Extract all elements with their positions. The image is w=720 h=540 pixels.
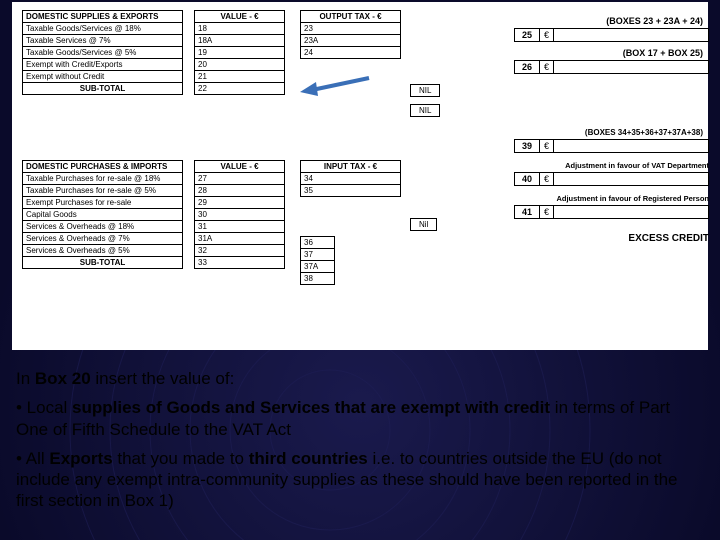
currency: €	[540, 60, 554, 74]
box-num: 19	[195, 47, 285, 59]
supplies-header: DOMESTIC SUPPLIES & EXPORTS	[23, 11, 183, 23]
t: • All	[16, 449, 49, 468]
nil-value: Nil	[410, 218, 437, 231]
box-number: 26	[514, 60, 540, 74]
row-desc: Exempt Purchases for re-sale	[23, 197, 183, 209]
intro-line: In Box 20 insert the value of:	[16, 368, 704, 389]
currency: €	[540, 205, 554, 219]
box40: 40 €	[514, 172, 709, 186]
box-num: 29	[195, 197, 285, 209]
t: • Local	[16, 398, 72, 417]
t: In	[16, 369, 35, 388]
box-number: 40	[514, 172, 540, 186]
row-desc: Exempt with Credit/Exports	[23, 59, 183, 71]
box25-label: (BOXES 23 + 23A + 24)	[514, 16, 709, 26]
value-header: VALUE - €	[195, 11, 285, 23]
box-num: 37	[301, 249, 335, 261]
box-num: 30	[195, 209, 285, 221]
box25: 25 €	[514, 28, 709, 42]
row-desc: Exempt without Credit	[23, 71, 183, 83]
summary-column: (BOXES 23 + 23A + 24) 25 € (BOX 17 + BOX…	[514, 10, 709, 244]
output-header: OUTPUT TAX - €	[301, 11, 401, 23]
bullet-1: • Local supplies of Goods and Services t…	[16, 397, 704, 440]
subtotal-label: SUB-TOTAL	[23, 83, 183, 95]
t-bold: supplies of Goods and Services that are …	[72, 398, 550, 417]
box-num: 37A	[301, 261, 335, 273]
excess-credit-label: EXCESS CREDIT	[514, 233, 709, 244]
box-value	[554, 60, 709, 74]
t: that you made to	[113, 449, 249, 468]
box39-label: (BOXES 34+35+36+37+37A+38)	[514, 128, 709, 137]
nil-value: NIL	[410, 104, 440, 117]
supplies-table: DOMESTIC SUPPLIES & EXPORTS Taxable Good…	[22, 10, 183, 95]
box-num: 20	[195, 59, 285, 71]
subtotal-label: SUB-TOTAL	[23, 257, 183, 269]
box-num: 23A	[301, 35, 401, 47]
box26-label: (BOX 17 + BOX 25)	[514, 48, 709, 58]
adjustment-vat-label: Adjustment in favour of VAT Department	[514, 161, 709, 170]
t-bold: third countries	[249, 449, 368, 468]
currency: €	[540, 139, 554, 153]
box-num: 33	[195, 257, 285, 269]
t-bold: Exports	[49, 449, 112, 468]
box-num: 18A	[195, 35, 285, 47]
box-num: 18	[195, 23, 285, 35]
row-desc: Taxable Services @ 7%	[23, 35, 183, 47]
t-bold: Box 20	[35, 369, 91, 388]
currency: €	[540, 172, 554, 186]
form-panel: DOMESTIC SUPPLIES & EXPORTS Taxable Good…	[12, 2, 708, 350]
row-desc: Services & Overheads @ 5%	[23, 245, 183, 257]
box-num: 28	[195, 185, 285, 197]
input-header: INPUT TAX - €	[301, 161, 401, 173]
box-num: 32	[195, 245, 285, 257]
bullet-2: • All Exports that you made to third cou…	[16, 448, 704, 512]
output-tax-col: OUTPUT TAX - € 23 23A 24	[300, 10, 401, 59]
instruction-text: In Box 20 insert the value of: • Local s…	[16, 360, 704, 512]
purchases-value-col: VALUE - € 27 28 29 30 31 31A 32 33	[194, 160, 285, 269]
nil-value: NIL	[410, 84, 440, 97]
box-num: 27	[195, 173, 285, 185]
box-num: 38	[301, 273, 335, 285]
supplies-value-col: VALUE - € 18 18A 19 20 21 22	[194, 10, 285, 95]
box-num: 22	[195, 83, 285, 95]
purchases-header: DOMESTIC PURCHASES & IMPORTS	[23, 161, 183, 173]
row-desc: Taxable Purchases for re-sale @ 18%	[23, 173, 183, 185]
box-value	[554, 205, 709, 219]
row-desc: Taxable Goods/Services @ 18%	[23, 23, 183, 35]
box-number: 39	[514, 139, 540, 153]
box-number: 25	[514, 28, 540, 42]
row-desc: Taxable Purchases for re-sale @ 5%	[23, 185, 183, 197]
box-num: 31	[195, 221, 285, 233]
box-num: 35	[301, 185, 401, 197]
purchases-table: DOMESTIC PURCHASES & IMPORTS Taxable Pur…	[22, 160, 183, 269]
box-num: 34	[301, 173, 401, 185]
input-tax-col-2: 36 37 37A 38	[300, 236, 335, 285]
box39: 39 €	[514, 139, 709, 153]
box-num: 23	[301, 23, 401, 35]
box41: 41 €	[514, 205, 709, 219]
box-num: 21	[195, 71, 285, 83]
box-value	[554, 172, 709, 186]
box-num: 31A	[195, 233, 285, 245]
input-tax-col: INPUT TAX - € 34 35	[300, 160, 401, 197]
row-desc: Taxable Goods/Services @ 5%	[23, 47, 183, 59]
box-num: 24	[301, 47, 401, 59]
arrow-icon	[294, 70, 374, 100]
box-num: 36	[301, 237, 335, 249]
box-value	[554, 28, 709, 42]
value-header: VALUE - €	[195, 161, 285, 173]
t: insert the value of:	[91, 369, 235, 388]
box26: 26 €	[514, 60, 709, 74]
box-number: 41	[514, 205, 540, 219]
row-desc: Capital Goods	[23, 209, 183, 221]
row-desc: Services & Overheads @ 7%	[23, 233, 183, 245]
row-desc: Services & Overheads @ 18%	[23, 221, 183, 233]
box-value	[554, 139, 709, 153]
adjustment-person-label: Adjustment in favour of Registered Perso…	[514, 194, 709, 203]
currency: €	[540, 28, 554, 42]
